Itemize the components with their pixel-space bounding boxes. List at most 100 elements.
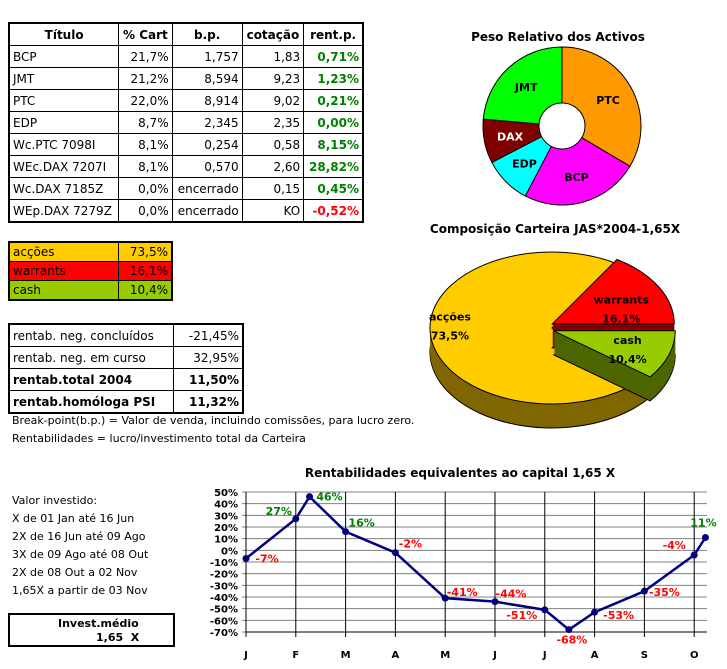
investment-line: 3X de 09 Ago até 08 Out [12, 548, 149, 561]
data-label: -4% [663, 539, 686, 552]
donut-label: BCP [564, 171, 589, 184]
note-breakpoint: Break-point(b.p.) = Valor de venda, incl… [12, 414, 415, 427]
investment-line: Valor investido: [12, 494, 98, 507]
y-tick-label: -40% [210, 593, 238, 604]
investment-line: 1,65X a partir de 03 Nov [12, 584, 148, 597]
allocation-value: 10,4% [118, 280, 173, 301]
x-tick-label: O [690, 650, 699, 661]
x-tick-label: A [392, 650, 400, 661]
data-point [690, 551, 698, 559]
table-cell: Wc.PTC 7098I [8, 133, 120, 156]
y-tick-label: -20% [210, 570, 238, 581]
data-label: -44% [496, 588, 527, 601]
table-row: PTC 22,0% 8,914 9,02 0,21% [8, 89, 364, 112]
table-row: JMT 21,2% 8,594 9,23 1,23% [8, 67, 364, 90]
returns-value: 11,50% [173, 368, 244, 391]
series-line [245, 494, 707, 632]
allocation-row: cash 10,4% [8, 280, 173, 301]
table-cell: Wc.DAX 7185Z [8, 177, 120, 200]
data-label: -51% [506, 609, 537, 622]
table-row: Wc.DAX 7185Z 0,0% encerrado 0,15 0,45% [8, 177, 364, 200]
x-tick-label: J [542, 650, 547, 661]
pie3d-value: 10,4% [609, 353, 647, 366]
data-label: 16% [348, 517, 374, 530]
allocation-value: 16,1% [118, 261, 173, 281]
data-label: 46% [316, 491, 342, 504]
pie3d-label: cash [613, 334, 641, 347]
data-label: -53% [603, 609, 634, 622]
table-cell: 2,345 [171, 111, 243, 134]
data-point [306, 493, 314, 501]
donut-slice-bcp [524, 125, 631, 206]
allocation-table: acções 73,5% warrants 16,1% cash 10,4% [8, 241, 173, 301]
investment-line: X de 01 Jan até 16 Jun [12, 512, 135, 525]
investment-line: 2X de 16 Jun até 09 Ago [12, 530, 146, 543]
y-tick-label: -70% [210, 628, 238, 639]
allocation-row: warrants 16,1% [8, 261, 173, 281]
x-tick-label: J [243, 650, 248, 661]
table-cell: -0,52% [303, 199, 364, 223]
returns-row: rentab.total 2004 11,50% [8, 368, 244, 391]
investment-line: 2X de 08 Out a 02 Nov [12, 566, 138, 579]
x-tick-label: A [591, 650, 599, 661]
x-tick-label: M [341, 650, 351, 661]
donut-hole [538, 102, 586, 150]
returns-value: -21,45% [173, 323, 244, 347]
returns-value: 11,32% [173, 390, 244, 414]
y-tick-label: 40% [214, 500, 238, 511]
data-label: -2% [399, 538, 422, 551]
table-cell: JMT [8, 67, 120, 90]
table-cell: 8,594 [171, 67, 243, 90]
returns-label: rentab.total 2004 [8, 368, 174, 391]
donut-label: DAX [497, 130, 524, 143]
data-point [565, 626, 573, 634]
x-tick-label: M [440, 650, 450, 661]
table-cell: 8,1% [118, 155, 173, 178]
table-cell: 0,254 [171, 133, 243, 156]
y-tick-label: -60% [210, 616, 238, 627]
avg-investment-value: 1,65 X [96, 631, 140, 644]
y-tick-label: -10% [210, 558, 238, 569]
y-tick-label: -50% [210, 605, 238, 616]
pie3d-value: 16,1% [602, 313, 640, 326]
pie3d-label: warrants [594, 294, 650, 307]
data-point [541, 606, 549, 614]
y-tick-label: 30% [214, 511, 238, 522]
avg-investment-box: Invest.médio 1,65 X [8, 613, 175, 647]
data-label: -41% [447, 586, 478, 599]
table-cell: KO [241, 199, 305, 223]
x-tick-label: F [292, 650, 299, 661]
data-label: -68% [556, 634, 587, 647]
table-cell: encerrado [171, 199, 243, 223]
line-chart-title: Rentabilidades equivalentes ao capital 1… [305, 466, 616, 480]
table-cell: 0,0% [118, 177, 173, 200]
column-header: % Cart [118, 22, 173, 46]
data-point [441, 594, 449, 602]
returns-label: rentab.homóloga PSI [8, 390, 174, 414]
data-point [242, 555, 250, 562]
returns-row: rentab.homóloga PSI 11,32% [8, 390, 244, 414]
data-point [391, 549, 399, 557]
table-cell: 0,00% [303, 111, 364, 134]
table-row: EDP 8,7% 2,345 2,35 0,00% [8, 111, 364, 134]
donut-label: EDP [512, 157, 537, 170]
data-point [342, 528, 350, 536]
y-tick-label: 20% [214, 523, 238, 534]
data-point [701, 534, 709, 541]
data-point [591, 608, 599, 616]
table-cell: 9,23 [241, 67, 305, 90]
header-row: Título% Cart b.p. cotação rent.p. [8, 22, 364, 46]
table-row: WEp.DAX 7279Z 0,0% encerrado KO -0,52% [8, 199, 364, 223]
pie3d-slice-cash [553, 330, 676, 402]
returns-value: 32,95% [173, 346, 244, 369]
column-header: b.p. [171, 22, 243, 46]
table-cell: 1,23% [303, 67, 364, 90]
table-cell: 0,15 [241, 177, 305, 200]
column-header: rent.p. [303, 22, 364, 46]
table-cell: 2,60 [241, 155, 305, 178]
y-tick-label: 50% [214, 488, 238, 499]
table-cell: WEp.DAX 7279Z [8, 199, 120, 223]
note-returns: Rentabilidades = lucro/investimento tota… [12, 432, 306, 445]
